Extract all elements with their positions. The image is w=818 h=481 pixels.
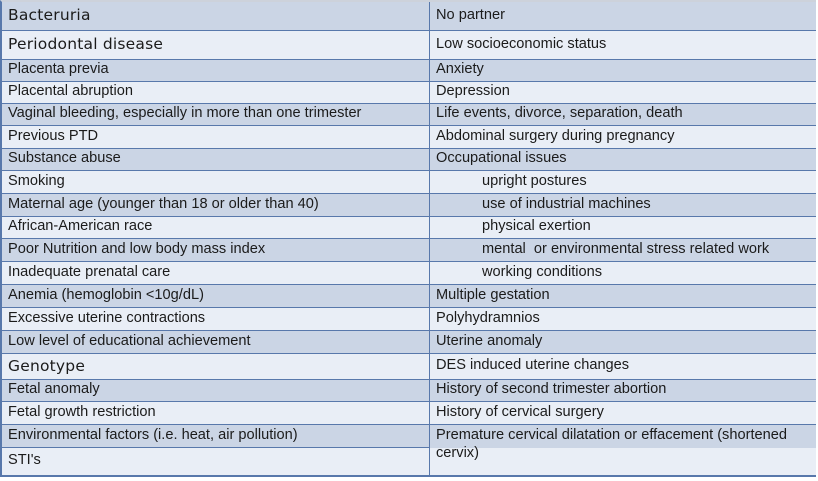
risk-factor-cell: Placental abruption: [2, 82, 429, 104]
risk-factor-cell: Poor Nutrition and low body mass index: [2, 239, 429, 262]
risk-factor-cell: Fetal anomaly: [2, 380, 429, 402]
risk-factor-cell: History of cervical surgery: [429, 402, 816, 425]
risk-factor-cell: Vaginal bleeding, especially in more tha…: [2, 104, 429, 126]
risk-factor-cell: Low socioeconomic status: [429, 31, 816, 60]
risk-factor-cell: Genotype: [2, 354, 429, 380]
risk-factor-cell-merged: Premature cervical dilatation or effacem…: [429, 425, 816, 475]
risk-factor-cell: History of second trimester abortion: [429, 380, 816, 402]
risk-factor-cell: Substance abuse: [2, 149, 429, 171]
risk-factor-cell: African-American race: [2, 217, 429, 239]
risk-factor-cell: Environmental factors (i.e. heat, air po…: [2, 425, 429, 448]
risk-factor-cell: physical exertion: [429, 217, 816, 239]
risk-factor-cell: Life events, divorce, separation, death: [429, 104, 816, 126]
risk-factor-cell: Excessive uterine contractions: [2, 308, 429, 331]
risk-factor-cell: STI's: [2, 448, 429, 475]
risk-factor-cell: Previous PTD: [2, 126, 429, 149]
risk-factor-cell: Maternal age (younger than 18 or older t…: [2, 194, 429, 217]
risk-factor-cell: Periodontal disease: [2, 31, 429, 60]
risk-factor-cell: mental or environmental stress related w…: [429, 239, 816, 262]
risk-factor-cell: Bacteruria: [2, 2, 429, 31]
risk-factor-cell: Abdominal surgery during pregnancy: [429, 126, 816, 149]
risk-factor-cell: Anxiety: [429, 60, 816, 82]
risk-factor-cell: Anemia (hemoglobin <10g/dL): [2, 285, 429, 308]
risk-factor-cell: working conditions: [429, 262, 816, 285]
risk-factor-cell: use of industrial machines: [429, 194, 816, 217]
risk-factor-cell: upright postures: [429, 171, 816, 194]
risk-factor-cell: No partner: [429, 2, 816, 31]
risk-factor-cell: Depression: [429, 82, 816, 104]
risk-factor-cell: Uterine anomaly: [429, 331, 816, 354]
risk-factor-cell: Placenta previa: [2, 60, 429, 82]
risk-factor-cell: DES induced uterine changes: [429, 354, 816, 380]
risk-factor-cell: Low level of educational achievement: [2, 331, 429, 354]
risk-factor-cell: Occupational issues: [429, 149, 816, 171]
risk-factor-cell: Multiple gestation: [429, 285, 816, 308]
risk-factor-cell: Inadequate prenatal care: [2, 262, 429, 285]
risk-factor-cell: Fetal growth restriction: [2, 402, 429, 425]
risk-factor-cell: Smoking: [2, 171, 429, 194]
risk-factor-cell: Polyhydramnios: [429, 308, 816, 331]
